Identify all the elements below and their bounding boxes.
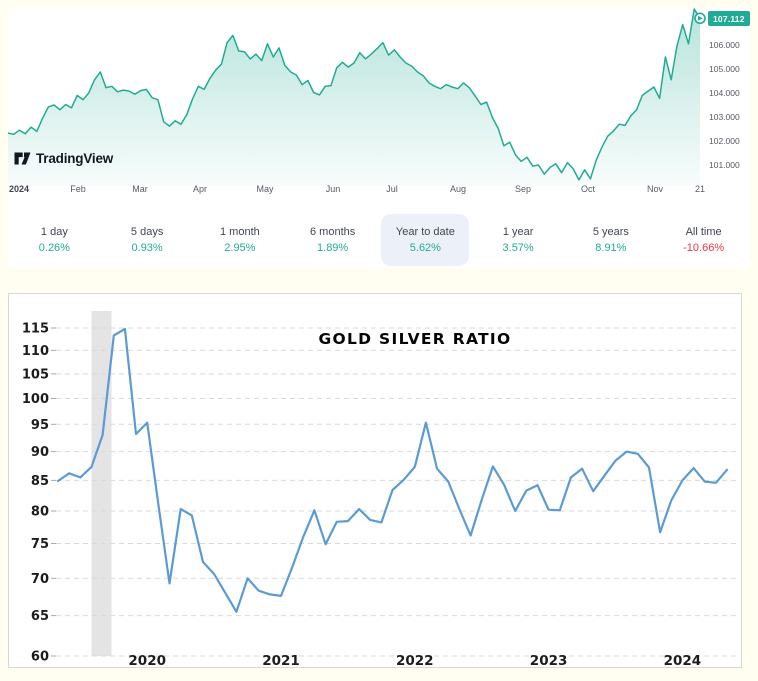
y-tick-label: 90 bbox=[31, 445, 49, 460]
period-label: Year to date bbox=[395, 226, 455, 238]
period-value: 3.57% bbox=[502, 242, 534, 254]
time-tick-label: Mar bbox=[132, 184, 148, 194]
y-tick-label: 115 bbox=[22, 322, 49, 337]
period-label: 6 months bbox=[310, 226, 356, 238]
gold-silver-ratio-panel: 115 110 105 100 95 90 85 80 75 70 65 60 2020 2021 2022… bbox=[8, 293, 742, 668]
price-tick-label: 104.000 bbox=[709, 88, 740, 98]
time-tick-label: 21 bbox=[694, 184, 706, 194]
time-tick-label: Oct bbox=[580, 184, 596, 194]
recession-band bbox=[91, 311, 112, 656]
period-value: 2.95% bbox=[224, 242, 256, 254]
period-stat-all-time[interactable]: All time -10.66% bbox=[657, 214, 750, 266]
period-stat-year-to-date[interactable]: Year to date 5.62% bbox=[379, 214, 472, 266]
time-tick-label: 2024 bbox=[8, 184, 30, 194]
time-tick-label: Aug bbox=[449, 184, 467, 194]
ratio-line bbox=[56, 327, 729, 613]
y-tick-label: 80 bbox=[31, 505, 49, 520]
y-tick-label: 65 bbox=[31, 609, 49, 624]
period-label: 1 year bbox=[502, 226, 534, 238]
y-tick-label: 70 bbox=[31, 572, 49, 587]
time-tick-label: Jun bbox=[325, 184, 341, 194]
time-tick-label: Sep bbox=[514, 184, 532, 194]
play-icon bbox=[698, 15, 703, 21]
y-tick-label: 60 bbox=[31, 650, 49, 665]
time-tick-label: Nov bbox=[646, 184, 664, 194]
tradingview-logo[interactable]: TradingView bbox=[14, 151, 113, 166]
y-tick-label: 85 bbox=[31, 474, 49, 489]
gold-silver-ratio-chart: 115 110 105 100 95 90 85 80 75 70 65 60 2020 2021 2022… bbox=[22, 311, 736, 667]
dxy-area-chart[interactable] bbox=[8, 8, 750, 186]
period-value: 1.89% bbox=[317, 242, 349, 254]
period-label: 1 month bbox=[220, 226, 260, 238]
period-label: 1 day bbox=[40, 226, 68, 238]
period-label: 5 years bbox=[592, 226, 629, 238]
period-stat-5-years[interactable]: 5 years 8.91% bbox=[565, 214, 658, 266]
y-tick-label: 95 bbox=[31, 418, 49, 433]
time-tick-label: Feb bbox=[70, 184, 86, 194]
time-tick-label: May bbox=[256, 184, 274, 194]
period-stat-1-month[interactable]: 1 month 2.95% bbox=[194, 214, 287, 266]
period-value: 5.62% bbox=[409, 242, 441, 254]
price-line bbox=[8, 8, 701, 181]
x-tick-label: 2023 bbox=[530, 653, 568, 667]
period-value: 0.26% bbox=[38, 242, 70, 254]
y-tick-label: 100 bbox=[22, 392, 49, 407]
period-stat-1-day[interactable]: 1 day 0.26% bbox=[8, 214, 101, 266]
y-tick-label: 75 bbox=[31, 537, 49, 552]
x-tick-label: 2022 bbox=[396, 653, 434, 667]
period-stat-1-year[interactable]: 1 year 3.57% bbox=[472, 214, 565, 266]
x-tick-label: 2024 bbox=[664, 653, 702, 667]
period-stat-5-days[interactable]: 5 days 0.93% bbox=[101, 214, 194, 266]
period-label: 5 days bbox=[130, 226, 164, 238]
tradingview-logo-text: TradingView bbox=[36, 151, 114, 166]
tradingview-widget-panel: 106.000 105.000 104.000 103.000 102.000 101.0… bbox=[8, 8, 750, 268]
performance-stats-row: 1 day 0.26% 5 days 0.93% 1 month 2.95% 6… bbox=[8, 214, 750, 266]
time-tick-label: Apr bbox=[192, 184, 208, 194]
area-fill bbox=[8, 9, 700, 186]
price-tick-label: 103.000 bbox=[709, 112, 740, 122]
price-tick-label: 105.000 bbox=[709, 64, 740, 74]
period-value: 8.91% bbox=[595, 242, 627, 254]
chart-title: GOLD SILVER RATIO bbox=[318, 330, 512, 348]
period-label: All time bbox=[685, 226, 722, 238]
price-tick-label: 101.000 bbox=[709, 160, 740, 170]
period-stat-6-months[interactable]: 6 months 1.89% bbox=[286, 214, 379, 266]
tradingview-logo-icon bbox=[14, 152, 31, 165]
x-tick-label: 2020 bbox=[128, 653, 166, 667]
price-tick-label: 106.000 bbox=[709, 40, 740, 50]
x-tick-label: 2021 bbox=[262, 653, 300, 667]
period-value: -10.66% bbox=[683, 242, 725, 254]
period-value: 0.93% bbox=[131, 242, 163, 254]
time-axis: 2024 Feb Mar Apr May Jun Jul Aug Sep Oct Nov 21 bbox=[8, 184, 750, 196]
y-tick-label: 105 bbox=[22, 367, 49, 382]
y-tick-label: 110 bbox=[22, 344, 49, 359]
price-tick-label: 102.000 bbox=[709, 136, 740, 146]
last-price-badge: 107.112 bbox=[708, 11, 750, 27]
time-tick-label: Jul bbox=[386, 184, 398, 194]
